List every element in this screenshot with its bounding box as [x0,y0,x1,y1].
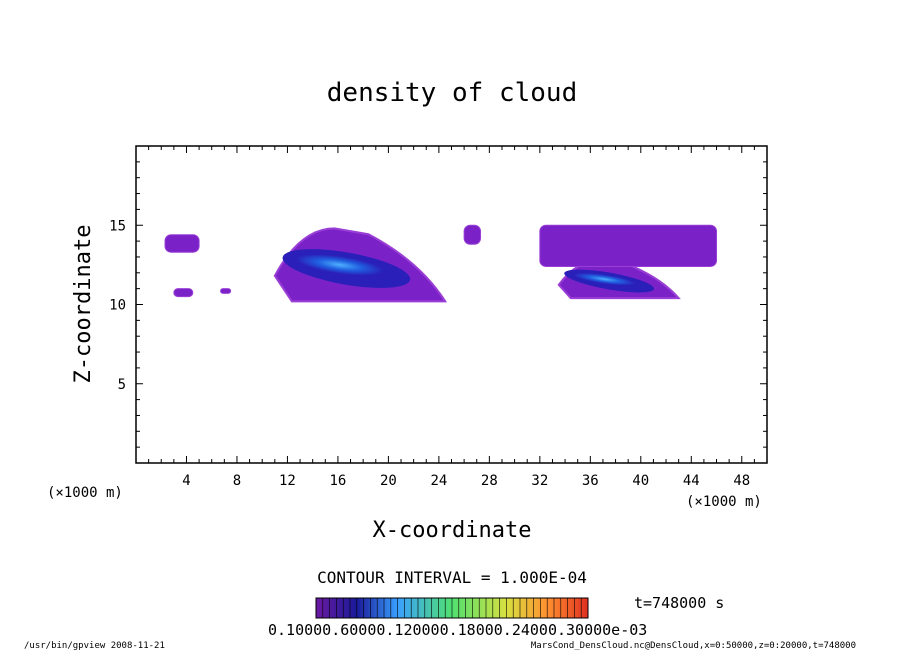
x-tick-label: 32 [531,473,548,489]
x-unit-right: (×1000 m) [686,494,762,510]
cloud-small-patch-1 [164,234,200,253]
cloud-small-patch-4 [463,224,482,245]
y-tick-label: 15 [109,218,126,234]
y-tick-label: 5 [118,377,126,393]
cloud-right-cloud-upper [539,224,718,267]
cloud-right-cloud-lower [557,259,681,300]
x-tick-label: 24 [430,473,447,489]
colorbar-labels: 0.10000.60000.120000.18000.24000.30000e-… [268,621,648,639]
footer-right: MarsCond_DensCloud.nc@DensCloud,x=0:5000… [530,641,856,651]
y-axis-label: Z-coordinate [71,225,96,384]
cloud-field [164,224,718,303]
cloud-small-patch-3 [220,288,232,294]
cloud-main-cloud [273,227,448,303]
x-unit-left: (×1000 m) [47,485,123,501]
x-tick-label: 40 [632,473,649,489]
chart-title: density of cloud [327,78,577,108]
x-tick-label: 20 [380,473,397,489]
plot-frame [135,145,768,464]
x-tick-label: 12 [279,473,296,489]
x-tick-label: 28 [481,473,498,489]
y-axis: 5 10 15 [109,161,767,448]
y-tick-label: 10 [109,298,126,314]
time-label: t=748000 s [634,594,724,612]
x-tick-label: 48 [733,473,750,489]
x-axis-label: X-coordinate [373,518,532,543]
colorbar-ticks [322,598,582,618]
cloud-small-patch-2 [173,288,194,298]
footer-left: /usr/bin/gpview 2008-11-21 [24,641,165,651]
x-axis: 4 8 12 16 20 24 28 32 36 40 44 48 [148,146,755,489]
x-tick-label: 36 [582,473,599,489]
x-tick-label: 8 [233,473,241,489]
contour-interval: CONTOUR INTERVAL = 1.000E-04 [317,568,587,587]
x-tick-label: 44 [683,473,700,489]
x-tick-label: 4 [182,473,190,489]
x-tick-label: 16 [329,473,346,489]
